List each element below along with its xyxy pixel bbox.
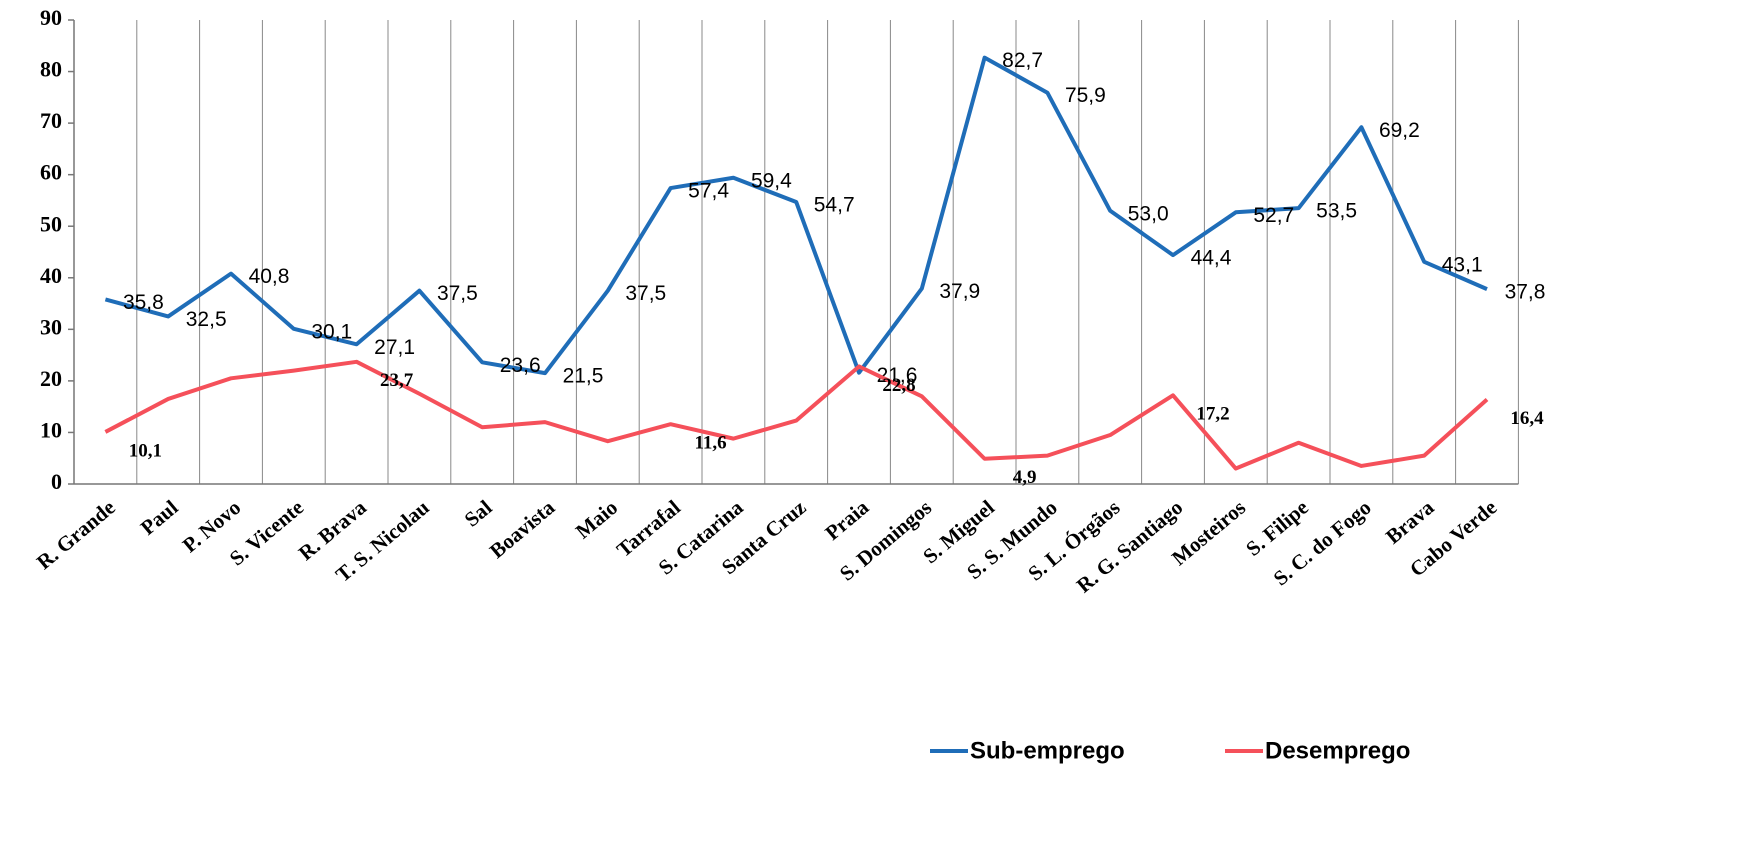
value-label: 53,0 [1128,202,1169,225]
value-label: 43,1 [1442,253,1483,276]
value-label: 52,7 [1253,204,1294,227]
value-label: 17,2 [1196,404,1229,425]
value-label: 44,4 [1191,247,1232,270]
y-tick-label: 10 [40,417,62,442]
x-tick-label: Paul [136,495,183,540]
y-tick-label: 40 [40,263,62,288]
value-label: 30,1 [311,320,352,343]
value-label: 35,8 [123,291,164,314]
value-label: 82,7 [1002,49,1043,72]
y-tick-label: 30 [40,314,62,339]
value-label: 37,5 [437,282,478,305]
chart: 0102030405060708090R. GrandePaulP. NovoS… [0,0,1750,857]
value-label: 54,7 [814,194,855,217]
x-tick-label: Sal [460,495,497,531]
value-label: 59,4 [751,169,792,192]
legend-label: Desemprego [1265,737,1410,764]
y-tick-label: 80 [40,57,62,82]
legend-label: Sub-emprego [970,737,1125,764]
y-tick-label: 70 [40,108,62,133]
value-label: 22,8 [882,375,915,396]
y-tick-label: 60 [40,160,62,185]
value-label: 21,5 [563,365,604,388]
value-label: 53,5 [1316,200,1357,223]
x-tick-label: Boavista [485,495,560,563]
x-tick-label: R. G. Santiago [1072,495,1188,597]
y-tick-label: 50 [40,211,62,236]
x-tick-label: Praia [820,495,873,545]
value-label: 11,6 [694,433,726,454]
value-label: 23,6 [500,354,541,377]
series-line [105,362,1487,469]
value-label: 37,5 [625,282,666,305]
value-label: 37,8 [1505,281,1546,304]
x-tick-label: Maio [571,495,622,543]
y-tick-label: 0 [51,469,62,494]
y-tick-label: 90 [40,5,62,30]
value-label: 27,1 [374,336,415,359]
value-label: 10,1 [129,440,162,461]
value-label: 16,4 [1510,408,1544,429]
value-label: 57,4 [688,180,729,203]
value-label: 40,8 [249,265,290,288]
value-label: 4,9 [1013,467,1037,488]
value-label: 32,5 [186,308,227,331]
value-label: 23,7 [380,370,414,391]
value-label: 69,2 [1379,119,1420,142]
y-tick-label: 20 [40,366,62,391]
x-tick-label: R. Grande [32,495,120,574]
value-label: 75,9 [1065,84,1106,107]
value-label: 37,9 [939,280,980,303]
